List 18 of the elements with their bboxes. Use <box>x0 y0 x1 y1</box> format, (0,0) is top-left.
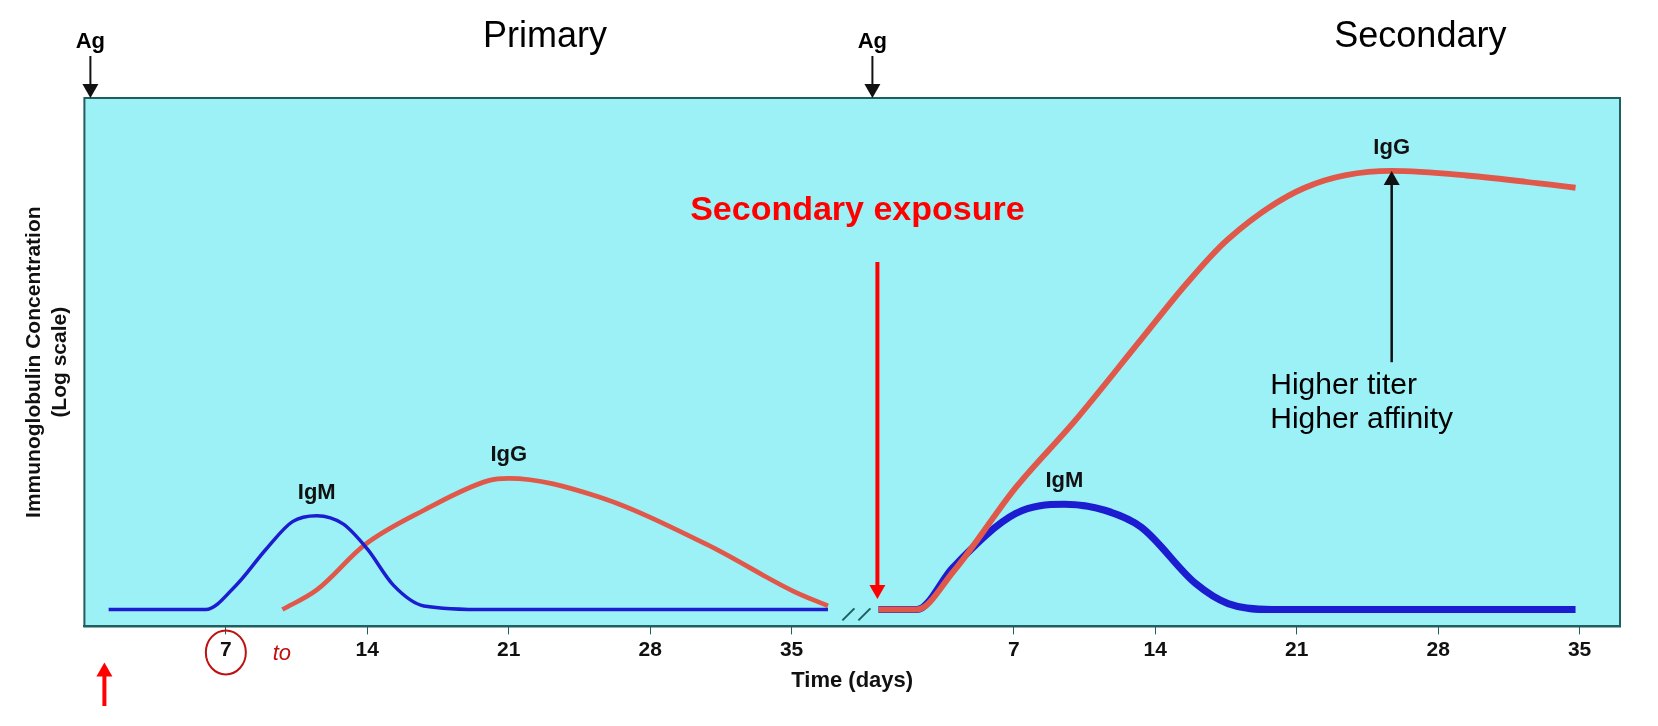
x-tick-label: 28 <box>638 636 663 660</box>
y-axis-title: Immunoglobulin Concentration (Log scale) <box>21 206 70 518</box>
text: to <box>272 640 292 666</box>
annotation: Higher titer Higher affinity <box>1270 366 1454 436</box>
series-label: IgG <box>490 441 528 467</box>
x-tick-label: 21 <box>497 636 521 660</box>
text: Ag <box>75 28 106 54</box>
text: Ag <box>857 28 888 54</box>
text: Secondary <box>1334 14 1507 56</box>
annotation: Secondary exposure <box>690 189 1025 229</box>
series-label: IgM <box>1045 467 1084 493</box>
x-tick-label: 35 <box>779 636 804 660</box>
x-tick-label: 7 <box>219 636 232 660</box>
series-label: IgM <box>297 478 336 504</box>
x-tick-label: 14 <box>355 636 380 660</box>
text: Primary <box>483 14 608 56</box>
series-label: IgG <box>1373 133 1411 159</box>
x-axis-title: Time (days) <box>791 666 914 692</box>
